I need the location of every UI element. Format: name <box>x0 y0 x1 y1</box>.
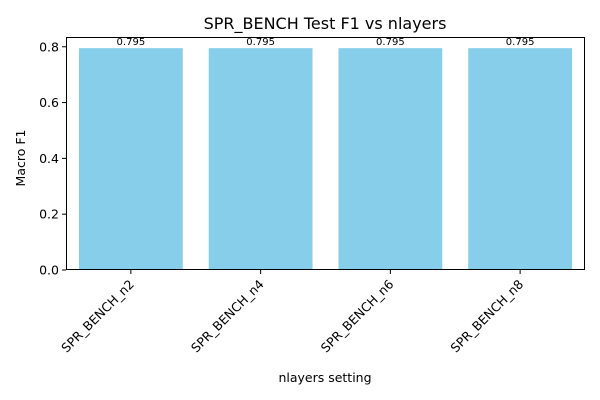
x-axis: SPR_BENCH_n2 SPR_BENCH_n4 SPR_BENCH_n6 SPR_… <box>58 270 526 355</box>
bar-SPR_BENCH_n8 <box>468 48 572 270</box>
y-tick-label-2: 0.4 <box>39 151 59 166</box>
x-tick-label-SPR_BENCH_n6: SPR_BENCH_n6 <box>318 276 397 355</box>
y-axis-label: Macro F1 <box>13 130 28 187</box>
data-labels-group: 0.795 0.795 0.795 0.795 <box>117 37 535 48</box>
x-tick-label-SPR_BENCH_n2: SPR_BENCH_n2 <box>58 277 137 356</box>
x-tick-label-SPR_BENCH_n8: SPR_BENCH_n8 <box>447 276 526 355</box>
data-label-SPR_BENCH_n4: 0.795 <box>246 37 275 48</box>
x-tick-label-SPR_BENCH_n4: SPR_BENCH_n4 <box>188 276 267 355</box>
data-label-SPR_BENCH_n2: 0.795 <box>117 37 146 48</box>
bar-SPR_BENCH_n4 <box>209 48 313 270</box>
data-label-SPR_BENCH_n8: 0.795 <box>506 37 535 48</box>
bar-SPR_BENCH_n2 <box>79 48 183 270</box>
bar-SPR_BENCH_n6 <box>338 48 442 270</box>
data-label-SPR_BENCH_n6: 0.795 <box>376 37 405 48</box>
y-tick-label-0: 0.0 <box>39 263 59 278</box>
x-axis-label: nlayers setting <box>278 370 371 385</box>
y-tick-label-4: 0.8 <box>39 39 59 54</box>
y-tick-label-3: 0.6 <box>39 95 59 110</box>
y-axis: 0.0 0.2 0.4 0.6 0.8 <box>39 39 66 277</box>
chart-title: SPR_BENCH Test F1 vs nlayers <box>204 14 447 34</box>
bars-group <box>79 48 572 270</box>
y-tick-label-1: 0.2 <box>39 207 59 222</box>
